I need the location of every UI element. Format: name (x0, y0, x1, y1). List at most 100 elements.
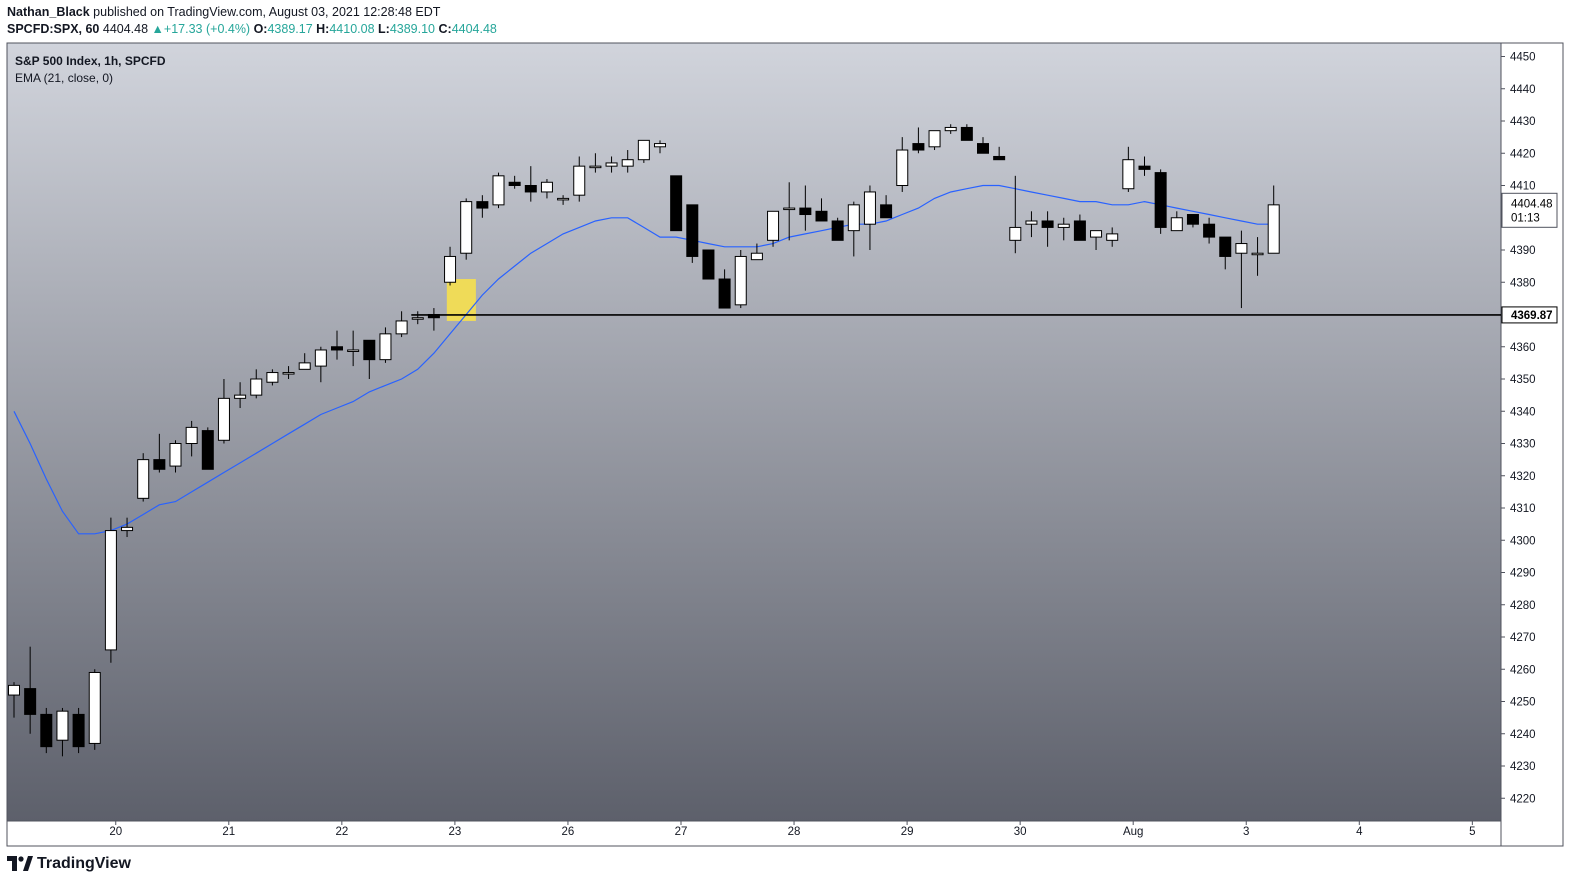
candle-up (379, 327, 392, 363)
candle-body (896, 149, 909, 186)
price-tick-label: 4270 (1510, 632, 1536, 644)
candle-down (524, 166, 537, 202)
chart-frame (6, 42, 1564, 847)
last-price-label: 4404.48 (1511, 198, 1553, 210)
last-price-badge (1501, 192, 1558, 228)
candle-body (815, 210, 828, 222)
high-value: 4410.08 (329, 22, 375, 36)
candle-up (234, 382, 247, 409)
candle-up (137, 453, 150, 502)
candle-body (395, 320, 408, 335)
candle-down (686, 204, 699, 263)
candle-body (56, 710, 69, 741)
candle-up (863, 185, 876, 250)
candle-body (767, 210, 780, 241)
candle-body (1138, 165, 1151, 170)
candle-up (637, 139, 650, 163)
change-value: +17.33 (+0.4%) (163, 22, 251, 36)
candle-body (1219, 236, 1232, 257)
candle-body (863, 191, 876, 225)
candle-down (702, 249, 715, 280)
time-axis-background (7, 821, 1501, 846)
candle-up (395, 311, 408, 338)
candle-body (1041, 220, 1054, 228)
price-tick-label: 4390 (1510, 245, 1536, 257)
candle-down (153, 433, 166, 473)
time-tick-label: Aug (1123, 826, 1143, 838)
price-tick-label: 4380 (1510, 277, 1536, 289)
candle-up (1235, 230, 1248, 309)
candle-up (298, 353, 311, 370)
price-tick-label: 4240 (1510, 729, 1536, 741)
candle-body (977, 143, 989, 154)
candle-up (1267, 185, 1280, 254)
candle-body (960, 126, 973, 141)
candle-body (799, 207, 812, 216)
published-text: published on TradingView.com, August 03,… (93, 5, 441, 19)
candle-body (331, 346, 343, 351)
candle-body (104, 530, 117, 651)
candle-body (379, 333, 392, 361)
legend-title[interactable]: S&P 500 Index, 1h, SPCFD (15, 54, 166, 68)
candle-body (1106, 233, 1119, 241)
candle-up (928, 130, 941, 151)
candle-down (993, 146, 1006, 161)
candle-body (1025, 220, 1038, 225)
candle-body (217, 397, 230, 441)
candle-up (250, 369, 263, 399)
candle-body (234, 394, 247, 399)
candle-body (492, 175, 505, 206)
candle-up (944, 124, 957, 134)
candle-up (1122, 146, 1135, 192)
candle-up (589, 153, 602, 173)
price-tick-label: 4250 (1510, 697, 1536, 709)
candle-body (121, 526, 134, 532)
price-tick-label: 4220 (1510, 793, 1536, 805)
candle-body (476, 201, 489, 209)
price-tick-label: 4350 (1510, 374, 1536, 386)
candle-body (557, 197, 570, 201)
candle-body (670, 175, 683, 232)
candle-down (363, 339, 376, 379)
candle-body (750, 252, 763, 261)
candle-body (460, 201, 473, 254)
candle-down (670, 175, 683, 232)
time-tick-label: 4 (1356, 826, 1363, 838)
candle-down (718, 269, 731, 309)
candle-body (686, 204, 699, 257)
candle-down (508, 175, 521, 189)
tradingview-logo-icon (7, 856, 33, 871)
candle-body (282, 372, 295, 375)
time-tick-label: 22 (335, 826, 348, 838)
price-tick-label: 4450 (1510, 52, 1536, 64)
brand: TradingView (7, 855, 131, 873)
level-price-badge (1501, 306, 1558, 324)
price-tick-label: 4320 (1510, 471, 1536, 483)
candle-down (831, 217, 844, 241)
candle-up (169, 440, 182, 473)
price-tick-label: 4440 (1510, 84, 1536, 96)
price-tick-label: 4340 (1510, 406, 1536, 418)
candle-up (573, 156, 586, 202)
highlight-zone (446, 279, 476, 321)
time-tick-label: 29 (901, 826, 914, 838)
candle-body (847, 204, 860, 232)
time-tick-label: 28 (788, 826, 801, 838)
candle-body (363, 339, 376, 361)
level-price-label: 4369.87 (1511, 310, 1553, 322)
candle-body (637, 139, 650, 161)
candle-down (40, 707, 53, 754)
candle-up (121, 517, 134, 538)
legend-indicator[interactable]: EMA (21, close, 0) (15, 71, 114, 85)
symbol-label[interactable]: SPCFD:SPX, 60 (7, 22, 100, 36)
candle-down (1073, 214, 1086, 241)
author-name[interactable]: Nathan_Black (7, 5, 90, 19)
price-tick-label: 4410 (1510, 181, 1536, 193)
candle-up (88, 669, 101, 750)
time-tick-label: 23 (448, 826, 461, 838)
time-tick-label: 27 (675, 826, 688, 838)
time-tick-label: 26 (562, 826, 575, 838)
candle-body (912, 143, 925, 151)
candle-down (799, 185, 812, 231)
